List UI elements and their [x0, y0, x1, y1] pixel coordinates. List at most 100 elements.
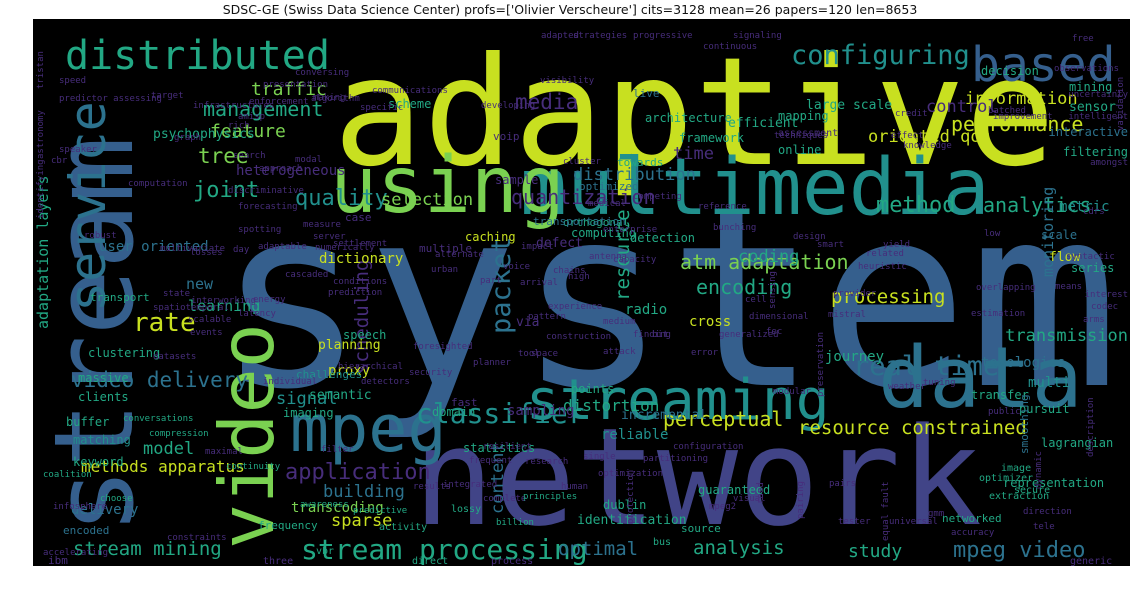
- cloud-word: intelligent: [1068, 112, 1128, 122]
- cloud-word: reference: [698, 202, 747, 212]
- cloud-word: predictive: [353, 506, 407, 516]
- cloud-word: performance: [951, 112, 1083, 136]
- cloud-word: signaling: [733, 31, 782, 41]
- cloud-word: estimation: [971, 309, 1025, 319]
- cloud-word: maximal: [205, 447, 243, 457]
- cloud-word: secure: [1014, 485, 1050, 496]
- cloud-word: cluster: [563, 157, 602, 167]
- cloud-word: chains: [553, 266, 586, 276]
- cloud-word: dictionary: [319, 251, 403, 267]
- cloud-word: pursuit: [1019, 402, 1070, 416]
- cloud-word: knowledge: [903, 141, 952, 151]
- cloud-word: control: [926, 97, 998, 117]
- cloud-word: generalized: [719, 330, 779, 340]
- cloud-word: activity: [379, 522, 427, 533]
- cloud-word: continuous: [703, 42, 757, 52]
- cloud-word: free: [1072, 34, 1094, 44]
- cloud-word: psychophysics: [153, 127, 255, 142]
- cloud-word: syntactic: [1066, 252, 1115, 262]
- cloud-word: networked: [942, 512, 1002, 525]
- cloud-word: sensing: [768, 271, 778, 309]
- cloud-word: speed: [59, 76, 86, 86]
- cloud-word: planner: [473, 358, 512, 368]
- cloud-word: massive: [78, 371, 129, 385]
- cloud-word: sample: [495, 173, 538, 187]
- cloud-word: heterogeneous: [236, 163, 346, 179]
- cloud-word: universal: [889, 517, 938, 527]
- cloud-word: dimensional: [749, 312, 809, 322]
- cloud-word: adaptive: [333, 26, 1055, 200]
- cloud-word: optimization: [598, 469, 663, 479]
- figure-title: SDSC-GE (Swiss Data Science Center) prof…: [222, 2, 918, 17]
- cloud-word: tristan: [36, 51, 46, 89]
- cloud-word: accelerating: [43, 548, 108, 558]
- cloud-word: strategies: [573, 31, 627, 41]
- cloud-word: selection: [381, 190, 473, 210]
- cloud-word: constraints: [167, 533, 227, 543]
- cloud-word: source: [681, 522, 721, 535]
- cloud-word: mpeg2: [709, 502, 736, 512]
- cloud-word: proxy: [328, 363, 370, 379]
- cloud-word: direction: [1023, 507, 1072, 517]
- cloud-word: arms: [1083, 315, 1105, 325]
- cloud-word: accuracy: [951, 528, 995, 538]
- cloud-word: identifying: [36, 159, 46, 219]
- cloud-word: lossy: [451, 504, 481, 515]
- cloud-word: defect: [536, 236, 583, 251]
- cloud-word: medium: [603, 317, 636, 327]
- cloud-word: detection: [630, 231, 695, 245]
- cloud-word: sparse: [331, 511, 392, 531]
- cloud-word: enterprise: [603, 225, 657, 235]
- cloud-word: via: [516, 315, 539, 330]
- cloud-word: methods apparatus: [81, 457, 245, 476]
- cloud-word: conversations: [123, 414, 193, 424]
- cloud-word: integrated: [443, 480, 497, 490]
- cloud-word: tele: [1033, 522, 1055, 532]
- cloud-word: forecasting: [238, 202, 298, 212]
- cloud-word: public: [988, 407, 1021, 417]
- cloud-word: learning: [188, 297, 260, 315]
- cloud-word: design: [793, 232, 826, 242]
- cloud-word: approach: [259, 164, 302, 174]
- cloud-word: partitioning: [643, 454, 708, 464]
- cloud-word: prediction: [328, 288, 382, 298]
- cloud-word: low: [984, 229, 1001, 239]
- cloud-word: decision: [981, 64, 1039, 78]
- cloud-word: alternate: [435, 250, 484, 260]
- cloud-word: bit: [652, 330, 668, 340]
- cloud-word: configuration: [673, 442, 743, 452]
- cloud-word: mpeg: [290, 392, 447, 467]
- cloud-word: transcoding: [291, 500, 384, 516]
- cloud-word: cascaded: [285, 270, 328, 280]
- cloud-word: error: [691, 348, 719, 358]
- cloud-word: cbr: [51, 156, 68, 166]
- cloud-word: optimal: [558, 538, 638, 560]
- cloud-word: continuity: [226, 462, 281, 472]
- cloud-word: events: [190, 328, 223, 338]
- cloud-word: encoded: [63, 524, 109, 537]
- cloud-word: packet: [486, 236, 517, 334]
- cloud-word: model: [143, 439, 194, 459]
- cloud-word: making: [313, 93, 346, 103]
- cloud-word: capacity: [613, 255, 657, 265]
- cloud-word: antenna: [589, 252, 627, 262]
- cloud-word: pairing: [796, 481, 806, 519]
- cloud-word: study: [848, 541, 902, 562]
- cloud-word: pattern: [528, 312, 566, 322]
- cloud-word: signal: [276, 389, 337, 409]
- cloud-word: caching: [465, 230, 516, 244]
- cloud-word: video: [203, 323, 291, 549]
- cloud-word: radio: [625, 302, 667, 318]
- cloud-word: tester: [838, 517, 871, 527]
- cloud-word: interactive: [1049, 125, 1128, 139]
- cloud-word: challenges: [296, 368, 362, 381]
- cloud-word: process: [491, 556, 533, 566]
- cloud-word: matching: [73, 433, 131, 447]
- cloud-word: bunching: [713, 223, 756, 233]
- cloud-word: transport: [90, 291, 150, 304]
- cloud-word: means: [1055, 282, 1082, 292]
- cloud-word: compression: [149, 429, 209, 439]
- cloud-word: datasets: [153, 352, 196, 362]
- cloud-word: optimizer: [979, 473, 1033, 484]
